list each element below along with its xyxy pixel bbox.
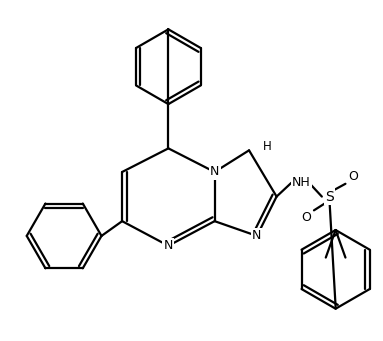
Text: N: N bbox=[252, 229, 262, 242]
Text: O: O bbox=[301, 211, 311, 224]
Text: O: O bbox=[349, 170, 358, 183]
Text: S: S bbox=[325, 190, 334, 204]
Text: N: N bbox=[164, 239, 173, 252]
Text: NH: NH bbox=[292, 176, 311, 189]
Text: N: N bbox=[210, 165, 219, 178]
Text: H: H bbox=[263, 140, 272, 153]
